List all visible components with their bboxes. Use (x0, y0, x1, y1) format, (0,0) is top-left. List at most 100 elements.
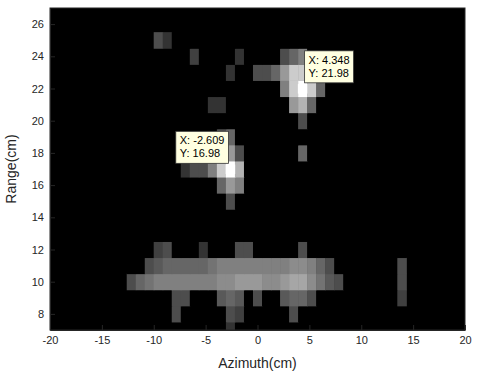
heat-cell (370, 258, 380, 275)
heat-cell (244, 32, 254, 49)
heat-cell (325, 290, 335, 307)
heat-cell (208, 193, 218, 210)
heat-cell (352, 290, 362, 307)
heat-cell (199, 97, 209, 114)
heat-cell (388, 209, 398, 226)
heat-cell (199, 209, 209, 226)
heat-cell (298, 113, 308, 130)
heat-cell (154, 274, 164, 291)
heat-cell (271, 161, 281, 178)
heat-cell (271, 64, 281, 81)
heat-cell (127, 177, 137, 194)
heat-cell (370, 129, 380, 146)
heat-cell (298, 177, 308, 194)
heat-cell (307, 209, 317, 226)
heat-cell (397, 209, 407, 226)
heat-cell (370, 193, 380, 210)
heat-cell (145, 80, 155, 97)
x-tick-mark (102, 325, 103, 330)
heat-cell (280, 97, 290, 114)
x-tick-label: -15 (94, 334, 110, 346)
heat-cell (370, 113, 380, 130)
heat-cell (217, 290, 227, 307)
heat-cell (136, 258, 146, 275)
heat-cell (199, 290, 209, 307)
heat-cell (181, 64, 191, 81)
heat-cell (379, 209, 389, 226)
heat-cell (136, 113, 146, 130)
heat-cell (226, 225, 236, 242)
heat-cell (244, 97, 254, 114)
heat-cell (343, 97, 353, 114)
heat-cell (370, 177, 380, 194)
heat-cell (343, 322, 353, 330)
heat-cell (253, 113, 263, 130)
heat-cell (154, 290, 164, 307)
heat-cell (136, 177, 146, 194)
heat-cell (172, 113, 182, 130)
heat-cell (127, 145, 137, 162)
heat-cell (289, 80, 299, 97)
heat-cell (163, 97, 173, 114)
heat-cell (154, 129, 164, 146)
y-tick-mark (50, 314, 55, 315)
heat-cell (388, 97, 398, 114)
heat-cell (325, 209, 335, 226)
heat-cell (280, 161, 290, 178)
x-tick: -5 (201, 325, 211, 346)
heat-cell (244, 306, 254, 323)
heat-cell (280, 306, 290, 323)
heat-cell (163, 48, 173, 65)
y-axis-title: Range(cm) (3, 134, 19, 203)
heat-cell (280, 290, 290, 307)
y-axis: 8101214161820222426 (32, 9, 55, 331)
x-tick-mark (154, 325, 155, 330)
heat-cell (370, 145, 380, 162)
heat-cell (271, 145, 281, 162)
heat-cell (379, 322, 389, 330)
heat-cell (361, 129, 371, 146)
heat-cell (262, 193, 272, 210)
heat-cell (127, 161, 137, 178)
data-tip-marker (299, 85, 307, 93)
y-tick: 12 (32, 244, 55, 256)
heat-cell (145, 97, 155, 114)
heat-cell (325, 161, 335, 178)
heat-cell (163, 32, 173, 49)
heat-cell (172, 241, 182, 258)
heat-cell (379, 241, 389, 258)
x-tick: -10 (146, 325, 162, 346)
heat-cell (334, 193, 344, 210)
x-tick: 5 (307, 325, 313, 346)
y-tick: 10 (32, 276, 55, 288)
heat-cell (181, 322, 191, 330)
heat-cell (343, 32, 353, 49)
heat-cell (361, 258, 371, 275)
heat-cell (334, 145, 344, 162)
heat-cell (262, 113, 272, 130)
heat-cell (190, 258, 200, 275)
heat-cell (172, 97, 182, 114)
heat-cell (352, 193, 362, 210)
heat-cell (352, 241, 362, 258)
heat-cell (154, 32, 164, 49)
plot: -20-15-10-5051015208101214161820222426X:… (32, 8, 472, 346)
heat-cell (388, 64, 398, 81)
data-tip-text: X: -2.609 (180, 134, 225, 146)
heat-cell (253, 97, 263, 114)
heat-cell (163, 209, 173, 226)
heat-cell (199, 322, 209, 330)
heat-cell (271, 177, 281, 194)
heat-cell (298, 258, 308, 275)
heat-cell (199, 64, 209, 81)
heat-cell (163, 306, 173, 323)
heat-cell (163, 258, 173, 275)
heat-cell (217, 258, 227, 275)
heat-cell (262, 258, 272, 275)
heat-cell (334, 32, 344, 49)
heat-cell (181, 290, 191, 307)
heat-cell (208, 80, 218, 97)
heat-cell (388, 177, 398, 194)
heat-cell (271, 129, 281, 146)
heat-cell (298, 193, 308, 210)
